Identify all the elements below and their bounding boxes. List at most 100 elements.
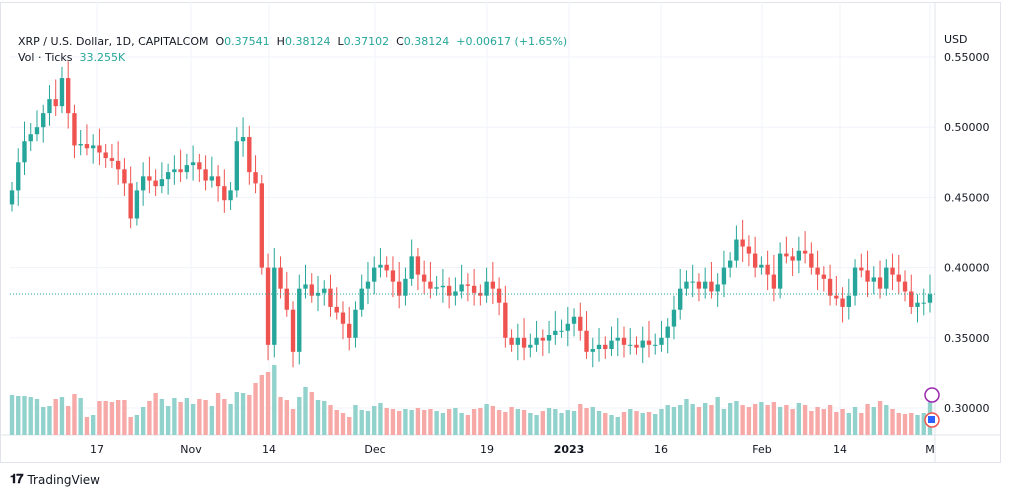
volume-bar xyxy=(484,404,489,435)
candle-up xyxy=(378,264,383,268)
volume-bar xyxy=(646,412,652,435)
candle-down xyxy=(877,277,883,289)
volume-bar xyxy=(515,409,521,435)
candle-down xyxy=(909,291,914,307)
volume-bar xyxy=(203,400,208,435)
candle-down xyxy=(347,323,352,338)
volume-bar xyxy=(621,412,627,435)
branding-text: TradingView xyxy=(27,472,100,487)
candle-down xyxy=(128,183,133,219)
open-value: 0.37541 xyxy=(224,35,270,48)
candle-down xyxy=(265,267,271,345)
candle-up xyxy=(459,284,464,292)
volume-bar xyxy=(272,365,277,435)
volume-bar xyxy=(896,413,901,435)
candle-down xyxy=(178,169,183,173)
volume-bar xyxy=(584,408,589,435)
volume-bar xyxy=(890,409,895,435)
candle-down xyxy=(197,162,202,170)
volume-bar xyxy=(590,407,595,435)
chart-frame xyxy=(0,2,1001,463)
volume-bar xyxy=(278,397,283,435)
candle-up xyxy=(615,337,620,341)
candle-up xyxy=(721,267,727,285)
volume-bar xyxy=(609,415,614,435)
volume-bar xyxy=(103,401,108,435)
symbol-title[interactable]: XRP / U.S. Dollar, 1D, CAPITALCOM xyxy=(18,35,209,48)
candle-up xyxy=(702,281,708,289)
candle-up xyxy=(777,253,783,289)
low-value: 0.37102 xyxy=(343,35,390,48)
candle-up xyxy=(159,179,165,187)
volume-bar xyxy=(197,399,202,435)
candle-up xyxy=(571,316,577,324)
candle-up xyxy=(734,239,739,261)
volume-bar xyxy=(678,405,683,435)
volume-bar xyxy=(852,407,858,435)
candle-up xyxy=(365,281,371,289)
candle-up xyxy=(659,337,664,345)
volume-bar xyxy=(322,401,327,435)
candle-down xyxy=(827,278,833,296)
candle-down xyxy=(696,281,702,289)
candle-up xyxy=(41,113,46,128)
volume-bar xyxy=(190,404,196,435)
volume-bar xyxy=(784,405,789,435)
volume-bar xyxy=(340,413,346,435)
candle-down xyxy=(746,246,752,254)
volume-bar xyxy=(634,411,639,435)
volume-bar xyxy=(365,411,371,435)
volume-bar xyxy=(16,396,21,435)
close-label: C xyxy=(396,35,404,48)
calendar-icon xyxy=(928,416,935,423)
volume-bar xyxy=(603,413,608,435)
volume-bar xyxy=(22,396,27,435)
candle-down xyxy=(790,256,795,261)
volume-bar xyxy=(802,405,808,435)
candle-down xyxy=(290,309,296,352)
volume-bar xyxy=(809,411,814,435)
candle-up xyxy=(553,330,558,335)
volume-bar xyxy=(134,415,140,435)
candle-up xyxy=(653,344,658,346)
candle-up xyxy=(727,260,733,268)
volume-bar xyxy=(478,408,483,435)
candle-up xyxy=(678,288,683,310)
candle-down xyxy=(865,270,870,282)
candle-down xyxy=(334,306,339,313)
tradingview-logo[interactable]: 𝟏𝟕 TradingView xyxy=(10,472,100,487)
candle-up xyxy=(759,264,764,268)
candle-up xyxy=(47,99,52,114)
price-tick-label: 0.35000 xyxy=(944,332,990,345)
candle-up xyxy=(209,176,215,181)
volume-bar xyxy=(534,415,539,435)
volume-bar xyxy=(334,410,339,435)
volume-value: 33.255K xyxy=(79,51,126,64)
candle-up xyxy=(559,330,564,332)
candle-down xyxy=(584,330,589,352)
candle-up xyxy=(34,127,40,135)
volume-bar xyxy=(777,407,783,435)
volume-bar xyxy=(222,399,227,435)
candle-up xyxy=(921,302,926,304)
volume-bar xyxy=(859,413,864,435)
time-tick-label: Dec xyxy=(364,443,385,456)
volume-bar xyxy=(390,409,396,435)
volume-bar xyxy=(727,403,733,435)
candle-down xyxy=(328,288,333,307)
currency-label[interactable]: USD xyxy=(944,33,968,46)
volume-bar xyxy=(471,409,477,435)
volume-bar xyxy=(628,409,633,435)
volume-bar xyxy=(815,407,820,435)
candle-up xyxy=(409,256,414,279)
volume-bar xyxy=(640,413,645,435)
candle-up xyxy=(9,190,15,205)
candle-down xyxy=(771,274,777,289)
volume-bar xyxy=(696,407,702,435)
candle-down xyxy=(84,144,90,149)
volume-label[interactable]: Vol · Ticks xyxy=(18,51,73,64)
time-tick-label: Nov xyxy=(180,443,202,456)
volume-bar xyxy=(172,398,177,435)
candle-up xyxy=(272,267,277,345)
